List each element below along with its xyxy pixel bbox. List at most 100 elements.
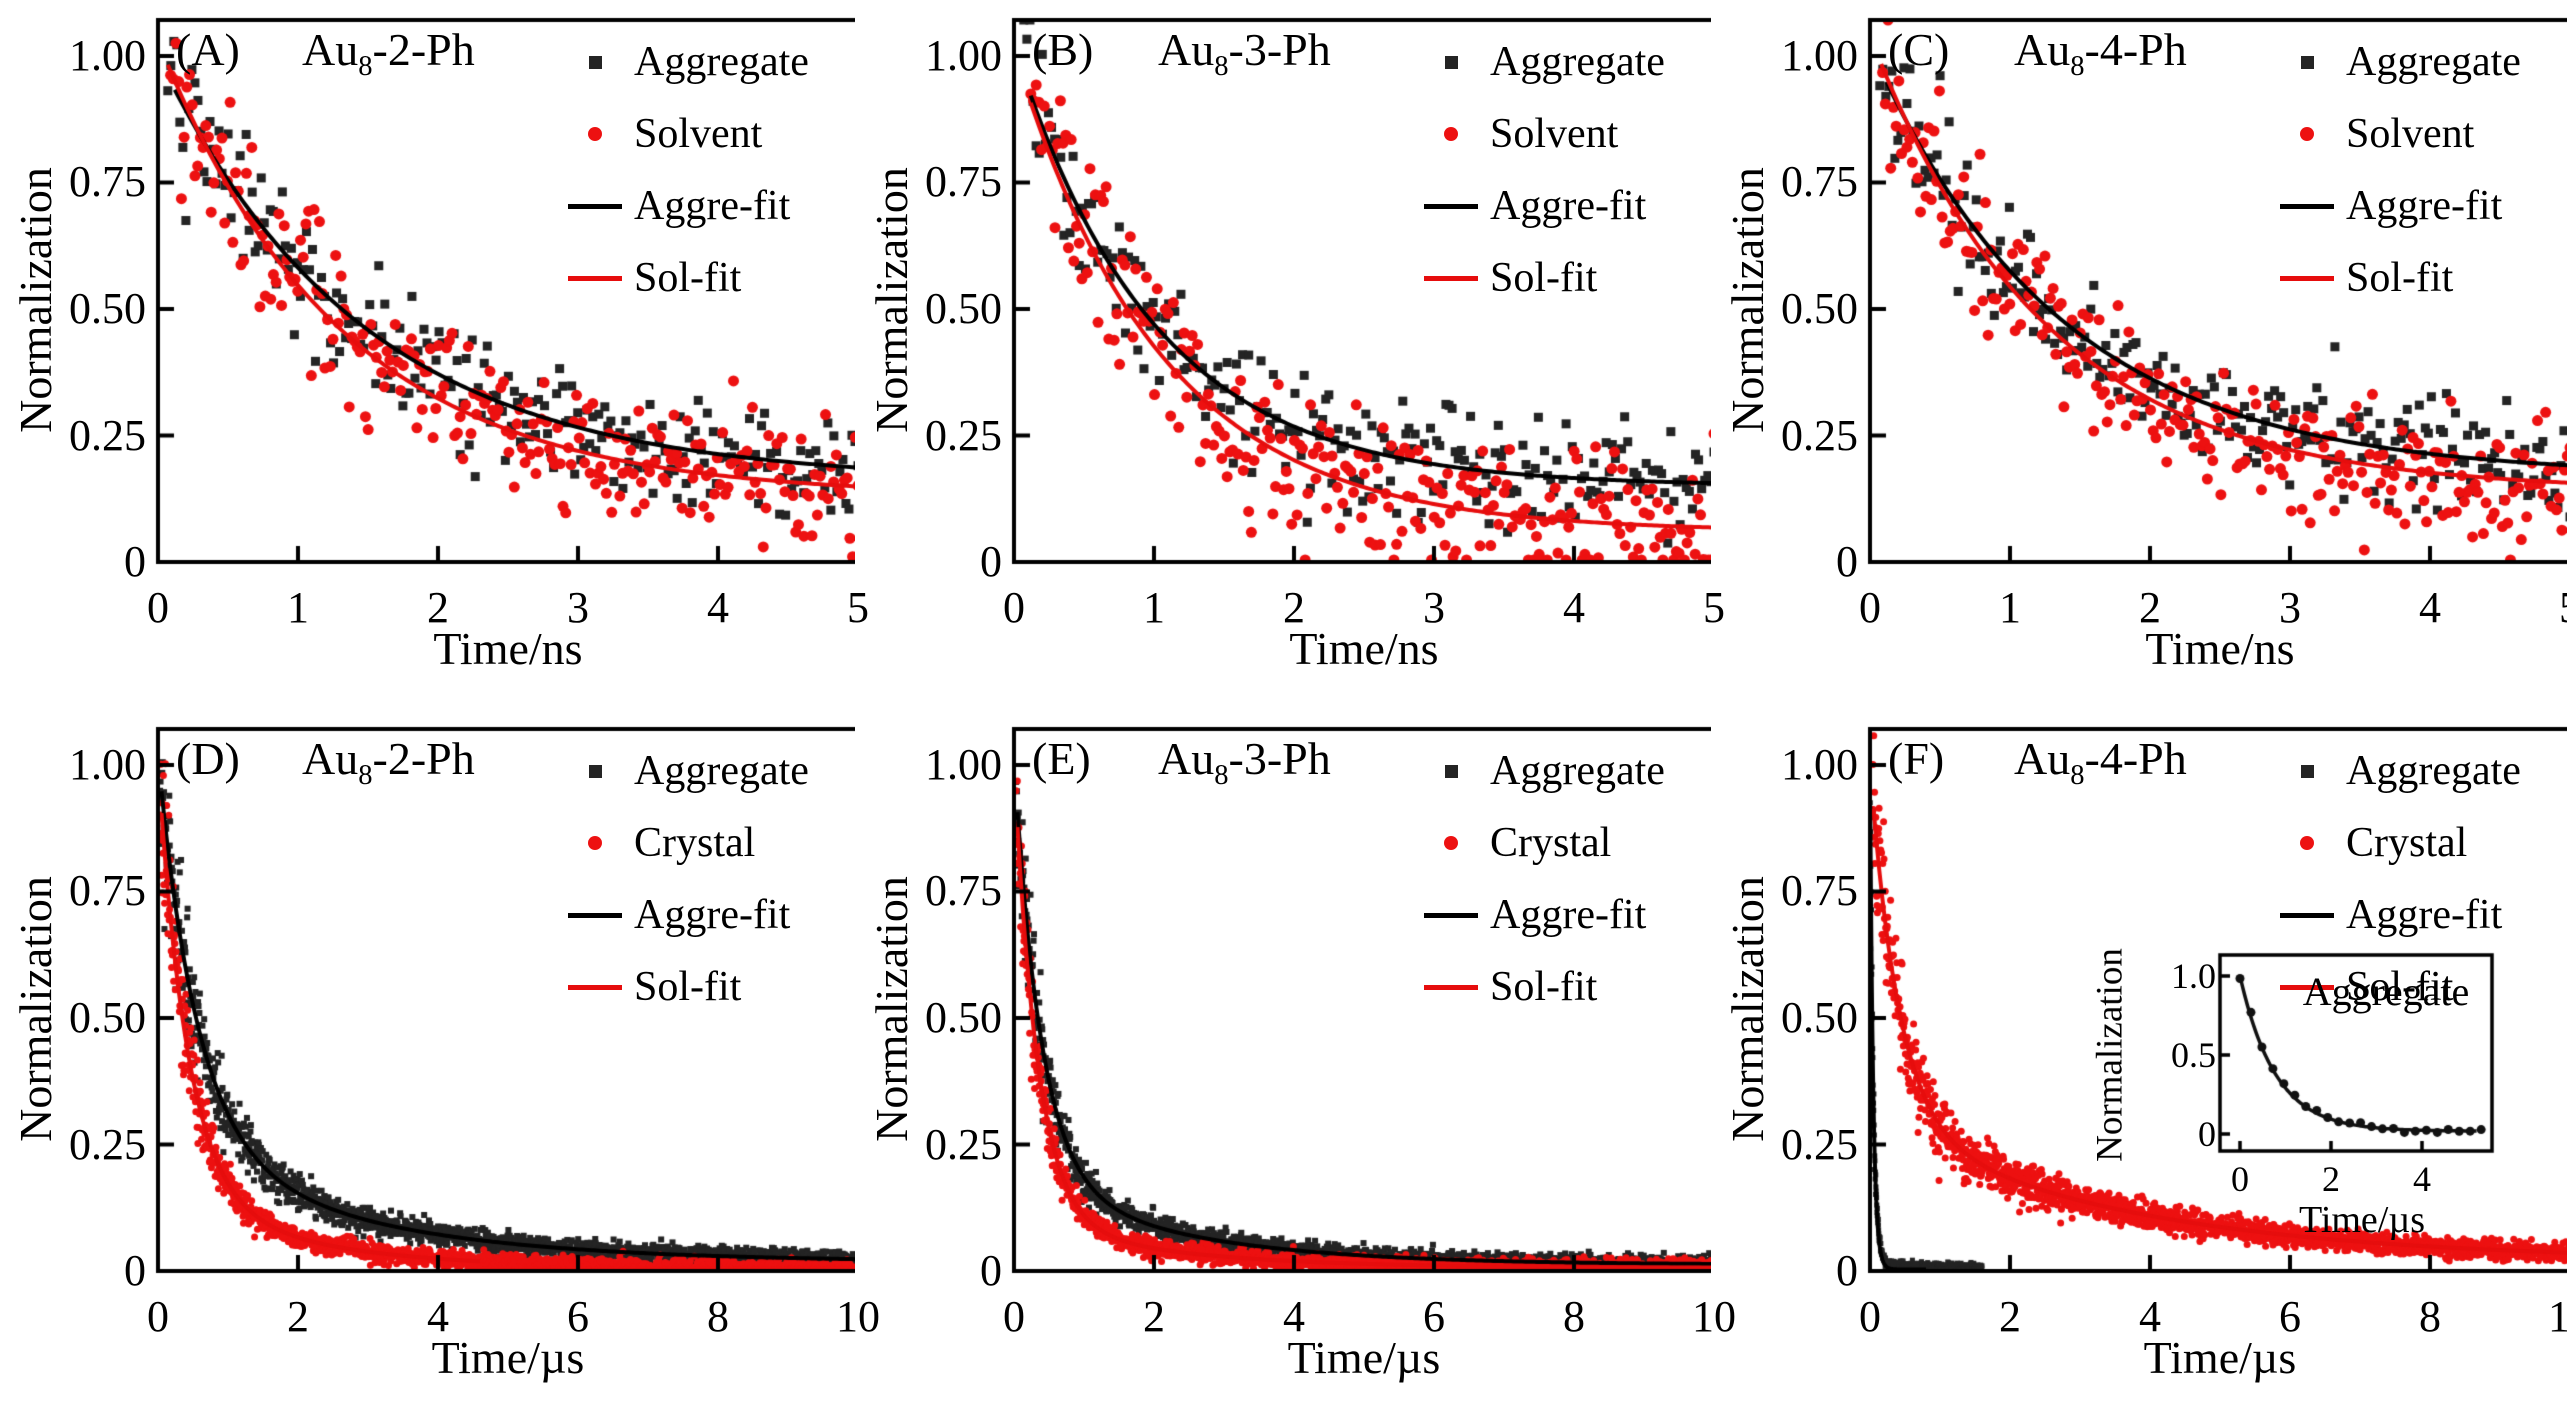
panel-title: Au8-2-Ph <box>302 24 475 81</box>
panel-title-subscript: 8 <box>358 760 373 792</box>
legend-marker <box>566 261 624 295</box>
y-tick-label: 0.50 <box>1781 993 1858 1042</box>
y-tick-label: 0.25 <box>69 1120 146 1169</box>
legend-marker <box>2278 898 2336 932</box>
x-axis-label: Time/µs <box>431 1332 585 1383</box>
y-tick-label: 0.25 <box>925 1120 1002 1169</box>
legend-label-aggre-fit: Aggre-fit <box>2346 892 2503 938</box>
x-tick-label: 2 <box>1283 583 1305 632</box>
panel-title-prefix: Au <box>2014 24 2071 75</box>
x-tick-label: 6 <box>567 1292 589 1341</box>
fit-line-icon-sol-fit <box>2280 275 2334 281</box>
fit-line-icon-aggre-fit <box>1424 203 1478 209</box>
y-tick-label: 0.50 <box>925 993 1002 1042</box>
panel-title-suffix: -2-Ph <box>372 733 475 784</box>
inset-y-tick-label: 1.0 <box>2171 956 2216 996</box>
legend-label-crystal: Crystal <box>1490 820 1612 866</box>
y-tick-label: 0.25 <box>69 411 146 460</box>
panel-label: (A) <box>176 24 240 75</box>
legend-marker <box>566 898 624 932</box>
y-tick-label: 0.25 <box>1781 1120 1858 1169</box>
y-tick-label: 0.50 <box>1781 284 1858 333</box>
inset-x-tick-label: 2 <box>2322 1159 2340 1199</box>
panel-title-prefix: Au <box>302 24 359 75</box>
plot-canvas <box>856 0 1711 708</box>
x-tick-label: 2 <box>287 1292 309 1341</box>
panel-label: (C) <box>1888 24 1950 75</box>
y-axis-label: Normalization <box>866 876 917 1142</box>
panel-d: (D) Au8-2-Ph Normalization Time/µs 1.00 … <box>0 709 880 1417</box>
y-axis-label: Normalization <box>866 167 917 433</box>
legend-label-sol-fit: Sol-fit <box>2346 255 2454 301</box>
x-tick-label: 4 <box>1283 1292 1305 1341</box>
x-tick-label: 8 <box>2419 1292 2441 1341</box>
panel-c: (C) Au8-4-Ph Normalization Time/ns 1.00 … <box>1712 0 2567 708</box>
x-tick-label: 4 <box>1563 583 1585 632</box>
legend-marker <box>2278 117 2336 151</box>
legend-label-solvent: Solvent <box>2346 111 2475 157</box>
fit-line-icon-aggre-fit <box>568 912 622 918</box>
x-tick-label: 8 <box>1563 1292 1585 1341</box>
legend-marker <box>2278 754 2336 788</box>
y-tick-label: 0 <box>980 537 1002 586</box>
x-tick-label: 0 <box>1859 583 1881 632</box>
x-tick-label: 10 <box>2548 1292 2567 1341</box>
inset-x-tick-label: 0 <box>2231 1159 2249 1199</box>
y-tick-label: 1.00 <box>69 740 146 789</box>
x-axis-label: Time/ns <box>433 623 583 674</box>
panel-title-subscript: 8 <box>2070 760 2085 792</box>
y-tick-label: 1.00 <box>925 740 1002 789</box>
panel-e: (E) Au8-3-Ph Normalization Time/µs 1.00 … <box>856 709 1736 1417</box>
x-tick-label: 0 <box>1003 1292 1025 1341</box>
scatter-marker-icon-aggregate <box>2300 55 2314 69</box>
legend-label-aggregate: Aggregate <box>1490 748 1665 794</box>
y-tick-label: 0 <box>1836 537 1858 586</box>
legend-marker <box>1422 189 1480 223</box>
panel-title-subscript: 8 <box>1214 760 1229 792</box>
y-tick-label: 0 <box>1836 1246 1858 1295</box>
x-tick-label: 4 <box>707 583 729 632</box>
legend-label-aggregate: Aggregate <box>2346 748 2521 794</box>
y-tick-label: 0.50 <box>925 284 1002 333</box>
legend-marker <box>1422 117 1480 151</box>
x-tick-label: 2 <box>2139 583 2161 632</box>
legend-label-aggregate: Aggregate <box>634 39 809 85</box>
y-tick-label: 0 <box>124 1246 146 1295</box>
y-tick-label: 0.25 <box>1781 411 1858 460</box>
panel-title-prefix: Au <box>2014 733 2071 784</box>
scatter-marker-icon-crystal <box>2300 836 2314 850</box>
y-tick-label: 0.50 <box>69 993 146 1042</box>
legend-marker <box>1422 970 1480 1004</box>
legend-marker <box>566 189 624 223</box>
y-tick-label: 0.75 <box>925 157 1002 206</box>
fit-line-icon-aggre-fit <box>568 203 622 209</box>
panel-title-subscript: 8 <box>358 51 373 83</box>
y-tick-label: 0.50 <box>69 284 146 333</box>
legend-marker <box>1422 261 1480 295</box>
legend-label-aggre-fit: Aggre-fit <box>1490 892 1647 938</box>
legend-label-solvent: Solvent <box>634 111 763 157</box>
y-tick-label: 1.00 <box>925 31 1002 80</box>
legend-label-sol-fit: Sol-fit <box>2346 964 2454 1010</box>
legend-label-aggre-fit: Aggre-fit <box>634 183 791 229</box>
panel-f: (F) Au8-4-Ph Normalization Time/µs 1.00 … <box>1712 709 2567 1417</box>
x-tick-label: 8 <box>707 1292 729 1341</box>
y-tick-label: 0 <box>124 537 146 586</box>
legend-label-sol-fit: Sol-fit <box>634 964 742 1010</box>
x-tick-label: 4 <box>2419 583 2441 632</box>
y-axis-label: Normalization <box>1722 167 1773 433</box>
legend-label-solvent: Solvent <box>1490 111 1619 157</box>
fit-line-icon-aggre-fit <box>2280 912 2334 918</box>
legend-marker <box>1422 826 1480 860</box>
y-tick-label: 0.75 <box>69 157 146 206</box>
x-tick-label: 2 <box>1999 1292 2021 1341</box>
x-tick-label: 0 <box>1859 1292 1881 1341</box>
panel-title-prefix: Au <box>302 733 359 784</box>
panel-title-subscript: 8 <box>2070 51 2085 83</box>
y-tick-label: 1.00 <box>1781 740 1858 789</box>
legend-label-aggregate: Aggregate <box>634 748 809 794</box>
panel-title-suffix: -4-Ph <box>2084 24 2187 75</box>
legend-marker <box>1422 898 1480 932</box>
legend-marker <box>2278 189 2336 223</box>
